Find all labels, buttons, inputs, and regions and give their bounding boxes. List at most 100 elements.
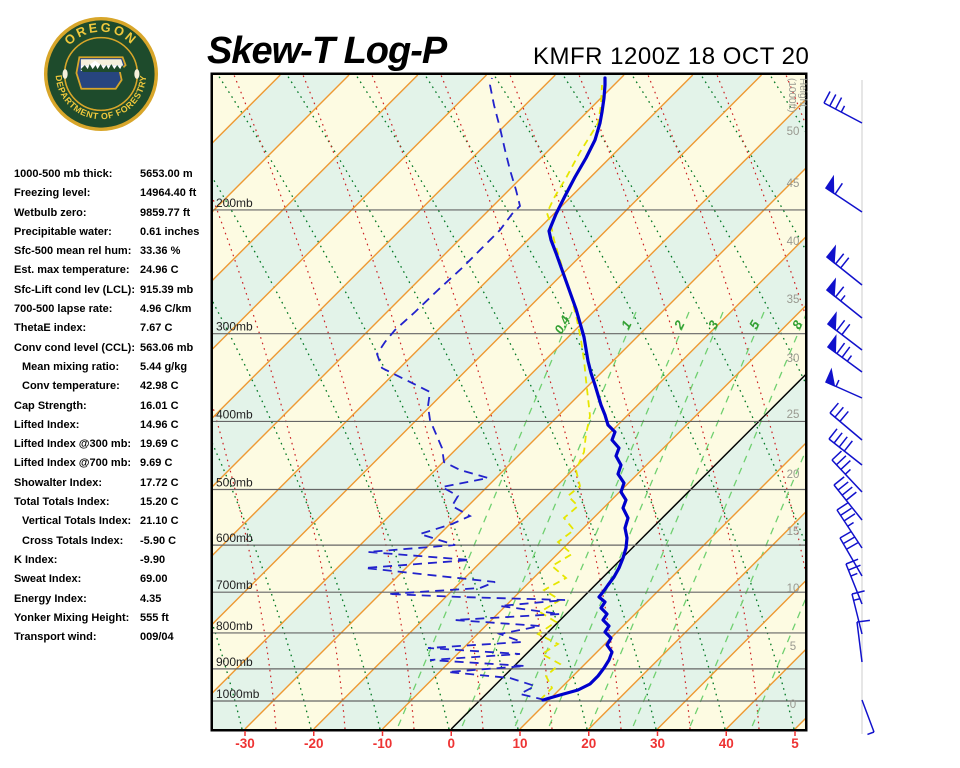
indices-panel: 1000-500 mb thick: 5653.00 m Freezing leve… <box>14 168 214 650</box>
wind-barb <box>824 174 863 213</box>
height-label: 20 <box>787 469 800 481</box>
index-value: 4.35 <box>140 592 162 605</box>
index-row: Lifted Index @700 mb: 9.69 C <box>14 457 214 476</box>
wind-barb <box>823 91 863 124</box>
pressure-label: 700mb <box>216 578 253 592</box>
index-value: 21.10 C <box>140 515 179 528</box>
pressure-label: 600mb <box>216 531 253 545</box>
index-row: Lifted Index @300 mb: 19.69 C <box>14 438 214 457</box>
height-label: 10 <box>787 583 800 595</box>
height-label: 40 <box>787 236 800 248</box>
wind-barb <box>825 244 863 286</box>
logo-ornament-right <box>134 69 140 79</box>
index-label: Lifted Index: <box>14 418 80 431</box>
height-label: 35 <box>787 294 800 306</box>
index-label: Sfc-Lift cond lev (LCL): <box>14 283 135 296</box>
index-value: 9.69 C <box>140 457 173 470</box>
index-label: Conv cond level (CCL): <box>14 341 136 354</box>
index-value: 16.01 C <box>140 399 179 412</box>
height-axis-title: Height <box>797 78 808 107</box>
index-label: 700-500 lapse rate: <box>14 303 113 316</box>
pressure-label: 1000mb <box>216 687 260 701</box>
index-value: 42.98 C <box>140 380 179 393</box>
index-row: Showalter Index: 17.72 C <box>14 477 214 496</box>
index-value: 5.44 g/kg <box>140 360 188 373</box>
index-label: K Index: <box>14 553 58 566</box>
wind-barb <box>826 334 863 373</box>
index-value: 0.61 inches <box>140 225 200 238</box>
dewpoint-trace <box>364 77 566 701</box>
index-row: Cap Strength: 16.01 C <box>14 400 214 419</box>
height-label: 30 <box>787 353 800 365</box>
wind-barb <box>861 699 875 736</box>
chart-grid <box>213 75 805 729</box>
index-row: Energy Index: 4.35 <box>14 593 214 612</box>
wind-barb <box>831 450 863 493</box>
index-label: Est. max temperature: <box>14 264 130 277</box>
index-label: ThetaE index: <box>14 322 87 335</box>
height-label: 5 <box>790 641 796 653</box>
index-value: 33.36 % <box>140 245 181 258</box>
index-label: Precipitable water: <box>14 225 112 238</box>
index-value: 17.72 C <box>140 476 179 489</box>
index-row: 700-500 lapse rate: 4.96 C/km <box>14 303 214 322</box>
temp-axis-label: 30 <box>650 736 665 751</box>
index-label: Energy Index: <box>14 592 87 605</box>
temp-axis-label: 40 <box>719 736 734 751</box>
index-row: Est. max temperature: 24.96 C <box>14 264 214 283</box>
index-value: 15.20 C <box>140 496 179 509</box>
index-row: Sfc-500 mean rel hum: 33.36 % <box>14 245 214 264</box>
page-title: Skew-T Log-P <box>207 30 447 72</box>
wind-barb <box>825 277 863 319</box>
wetbulb-trace <box>536 84 603 701</box>
wind-barb <box>845 558 863 605</box>
index-value: 14.96 C <box>140 418 179 431</box>
index-label: Lifted Index @300 mb: <box>14 438 132 451</box>
index-value: 5653.00 m <box>140 168 193 180</box>
temp-axis-label: 20 <box>581 736 596 751</box>
index-value: 69.00 <box>140 573 168 586</box>
index-value: 9859.77 ft <box>140 206 191 219</box>
index-label: Freezing level: <box>14 187 91 200</box>
index-row: Conv cond level (CCL): 563.06 mb <box>14 342 214 361</box>
wind-barb <box>851 590 865 635</box>
wind-barb <box>833 476 863 521</box>
index-label: Cap Strength: <box>14 399 87 412</box>
index-row: Conv temperature: 42.98 C <box>14 380 214 399</box>
pressure-label: 200mb <box>216 196 253 210</box>
pressure-label: 900mb <box>216 655 253 669</box>
index-value: 4.96 C/km <box>140 303 192 316</box>
index-value: -5.90 C <box>140 534 177 547</box>
temp-axis-label: 10 <box>512 736 527 751</box>
wind-barb <box>836 502 863 549</box>
wind-barbs <box>823 80 875 736</box>
index-label: Lifted Index @700 mb: <box>14 457 132 470</box>
index-label: Vertical Totals Index: <box>22 515 132 528</box>
odf-logo: OREGON DEPARTMENT OF FORESTRY <box>43 16 159 132</box>
temp-axis-label: -10 <box>373 736 393 751</box>
index-row: Total Totals Index: 15.20 C <box>14 496 214 515</box>
pressure-label: 500mb <box>216 476 253 490</box>
height-label: 25 <box>787 409 800 421</box>
height-label: 0 <box>790 699 796 711</box>
wind-barb <box>826 311 863 351</box>
chart-border <box>210 72 808 732</box>
wind-barb <box>839 530 863 577</box>
index-row: Wetbulb zero: 9859.77 ft <box>14 207 214 226</box>
wind-barb <box>828 428 863 466</box>
pressure-label: 800mb <box>216 619 253 633</box>
index-value: -9.90 <box>140 553 166 566</box>
index-label: Conv temperature: <box>22 380 120 393</box>
index-value: 14964.40 ft <box>140 187 197 200</box>
height-label: 45 <box>787 178 800 190</box>
temp-axis-label: -20 <box>304 736 324 751</box>
index-row: Transport wind: 009/04 <box>14 631 214 650</box>
index-value: 7.67 C <box>140 322 173 335</box>
station-time-label: KMFR 1200Z 18 OCT 20 <box>533 43 810 70</box>
index-label: Total Totals Index: <box>14 496 110 509</box>
wind-barb <box>825 367 863 399</box>
pressure-label: 400mb <box>216 407 253 421</box>
index-label: Mean mixing ratio: <box>22 360 120 373</box>
